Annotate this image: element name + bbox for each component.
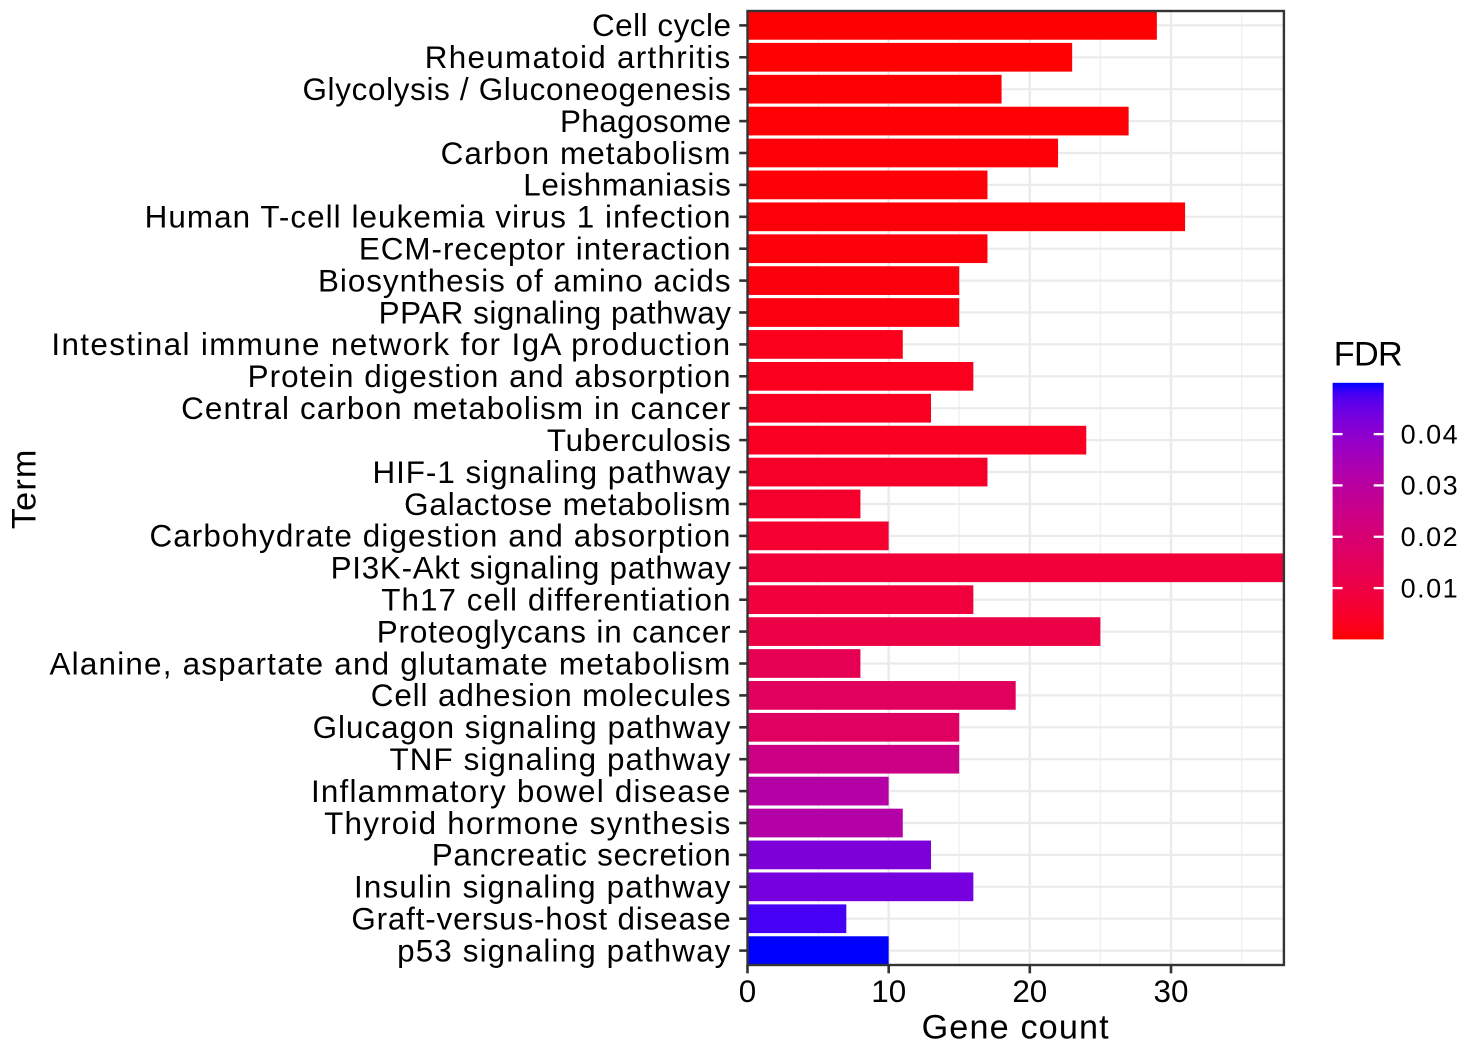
- svg-text:Phagosome: Phagosome: [560, 104, 732, 139]
- svg-text:0: 0: [739, 974, 756, 1009]
- svg-text:Inflammatory bowel disease: Inflammatory bowel disease: [311, 774, 732, 809]
- svg-text:p53 signaling pathway: p53 signaling pathway: [397, 933, 731, 968]
- svg-text:Cell cycle: Cell cycle: [592, 8, 732, 43]
- svg-text:Proteoglycans in cancer: Proteoglycans in cancer: [377, 614, 732, 649]
- svg-text:Term: Term: [6, 449, 44, 530]
- svg-text:Carbon metabolism: Carbon metabolism: [441, 136, 732, 171]
- svg-text:Graft-versus-host disease: Graft-versus-host disease: [351, 902, 731, 937]
- svg-text:Intestinal immune network for: Intestinal immune network for IgA produc…: [51, 327, 731, 362]
- svg-text:Th17 cell differentiation: Th17 cell differentiation: [381, 583, 731, 618]
- svg-text:Glycolysis / Gluconeogenesis: Glycolysis / Gluconeogenesis: [302, 72, 731, 107]
- svg-text:Tuberculosis: Tuberculosis: [547, 423, 732, 458]
- svg-text:Cell adhesion molecules: Cell adhesion molecules: [371, 678, 732, 713]
- svg-text:Pancreatic secretion: Pancreatic secretion: [432, 838, 732, 873]
- svg-text:Rheumatoid arthritis: Rheumatoid arthritis: [425, 40, 732, 75]
- svg-text:Human T-cell leukemia virus 1: Human T-cell leukemia virus 1 infection: [145, 200, 732, 235]
- svg-text:PI3K-Akt signaling pathway: PI3K-Akt signaling pathway: [331, 551, 732, 586]
- svg-text:20: 20: [1012, 974, 1047, 1009]
- svg-text:Galactose metabolism: Galactose metabolism: [404, 487, 731, 522]
- svg-text:FDR: FDR: [1334, 336, 1402, 374]
- svg-text:Thyroid hormone synthesis: Thyroid hormone synthesis: [324, 806, 731, 841]
- svg-text:0.04: 0.04: [1401, 419, 1460, 449]
- svg-text:TNF signaling pathway: TNF signaling pathway: [390, 742, 732, 777]
- svg-text:Biosynthesis of amino acids: Biosynthesis of amino acids: [318, 263, 732, 298]
- svg-text:HIF-1 signaling pathway: HIF-1 signaling pathway: [372, 455, 731, 490]
- svg-text:10: 10: [871, 974, 906, 1009]
- svg-text:0.02: 0.02: [1401, 522, 1460, 552]
- svg-text:30: 30: [1154, 974, 1189, 1009]
- svg-text:PPAR signaling pathway: PPAR signaling pathway: [379, 295, 732, 330]
- svg-text:0.03: 0.03: [1401, 471, 1460, 501]
- svg-text:Insulin signaling pathway: Insulin signaling pathway: [354, 870, 732, 905]
- svg-text:Central carbon metabolism in c: Central carbon metabolism in cancer: [181, 391, 731, 426]
- svg-text:Carbohydrate digestion and abs: Carbohydrate digestion and absorption: [149, 519, 731, 554]
- svg-text:ECM-receptor interaction: ECM-receptor interaction: [359, 232, 732, 267]
- svg-text:Gene count: Gene count: [922, 1009, 1110, 1047]
- svg-text:0.01: 0.01: [1401, 573, 1460, 603]
- svg-text:Glucagon signaling pathway: Glucagon signaling pathway: [313, 710, 732, 745]
- svg-text:Leishmaniasis: Leishmaniasis: [523, 168, 731, 203]
- svg-text:Alanine, aspartate and glutama: Alanine, aspartate and glutamate metabol…: [50, 646, 732, 681]
- svg-text:Protein digestion and absorpti: Protein digestion and absorption: [248, 359, 732, 394]
